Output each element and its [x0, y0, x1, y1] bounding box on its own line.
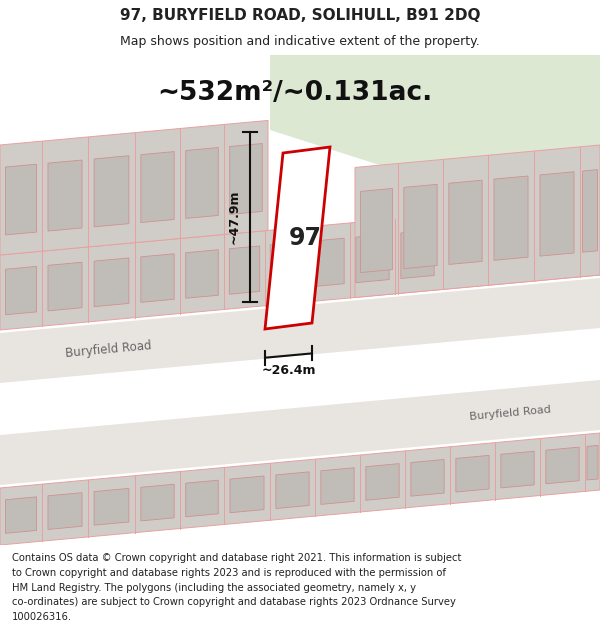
Polygon shape [230, 144, 262, 214]
Text: Buryfield Road: Buryfield Road [469, 404, 551, 422]
Polygon shape [5, 164, 37, 235]
Text: ~26.4m: ~26.4m [261, 364, 316, 377]
Polygon shape [276, 472, 309, 509]
Polygon shape [0, 200, 600, 330]
Polygon shape [0, 278, 600, 383]
Text: to Crown copyright and database rights 2023 and is reproduced with the permissio: to Crown copyright and database rights 2… [12, 568, 446, 578]
Polygon shape [546, 447, 579, 484]
Polygon shape [404, 184, 437, 269]
Text: 100026316.: 100026316. [12, 612, 72, 622]
Polygon shape [48, 262, 82, 311]
Polygon shape [141, 254, 174, 302]
Polygon shape [540, 172, 574, 256]
Polygon shape [501, 451, 534, 488]
Polygon shape [5, 497, 37, 533]
Polygon shape [141, 152, 174, 222]
Polygon shape [141, 484, 174, 521]
Text: Map shows position and indicative extent of the property.: Map shows position and indicative extent… [120, 35, 480, 48]
Polygon shape [94, 156, 129, 227]
Text: ~532m²/~0.131ac.: ~532m²/~0.131ac. [157, 80, 433, 106]
Polygon shape [321, 468, 354, 504]
Polygon shape [94, 488, 129, 525]
Text: Contains OS data © Crown copyright and database right 2021. This information is : Contains OS data © Crown copyright and d… [12, 553, 461, 563]
Polygon shape [270, 55, 600, 165]
Polygon shape [186, 148, 218, 218]
Polygon shape [186, 480, 218, 517]
Polygon shape [366, 464, 399, 500]
Polygon shape [0, 433, 600, 545]
Polygon shape [411, 459, 444, 496]
Text: HM Land Registry. The polygons (including the associated geometry, namely x, y: HM Land Registry. The polygons (includin… [12, 582, 416, 592]
Polygon shape [5, 266, 37, 315]
Polygon shape [449, 180, 482, 264]
Polygon shape [48, 492, 82, 529]
Polygon shape [48, 160, 82, 231]
Polygon shape [229, 246, 260, 294]
Polygon shape [361, 188, 392, 272]
Text: ~47.9m: ~47.9m [227, 190, 241, 244]
Polygon shape [311, 238, 344, 287]
Polygon shape [265, 147, 330, 329]
Polygon shape [456, 456, 489, 492]
Polygon shape [230, 476, 264, 512]
Polygon shape [186, 250, 218, 298]
Text: 97, BURYFIELD ROAD, SOLIHULL, B91 2DQ: 97, BURYFIELD ROAD, SOLIHULL, B91 2DQ [120, 8, 480, 23]
Polygon shape [494, 176, 528, 261]
Polygon shape [355, 145, 600, 298]
Polygon shape [356, 234, 389, 282]
Polygon shape [0, 121, 268, 255]
Text: Buryfield Road: Buryfield Road [64, 339, 152, 359]
Polygon shape [270, 242, 300, 291]
Text: 97: 97 [289, 226, 322, 250]
Polygon shape [587, 446, 598, 480]
Polygon shape [0, 380, 600, 485]
Polygon shape [583, 169, 598, 252]
Polygon shape [94, 258, 129, 307]
Text: co-ordinates) are subject to Crown copyright and database rights 2023 Ordnance S: co-ordinates) are subject to Crown copyr… [12, 598, 456, 608]
Polygon shape [401, 230, 434, 279]
